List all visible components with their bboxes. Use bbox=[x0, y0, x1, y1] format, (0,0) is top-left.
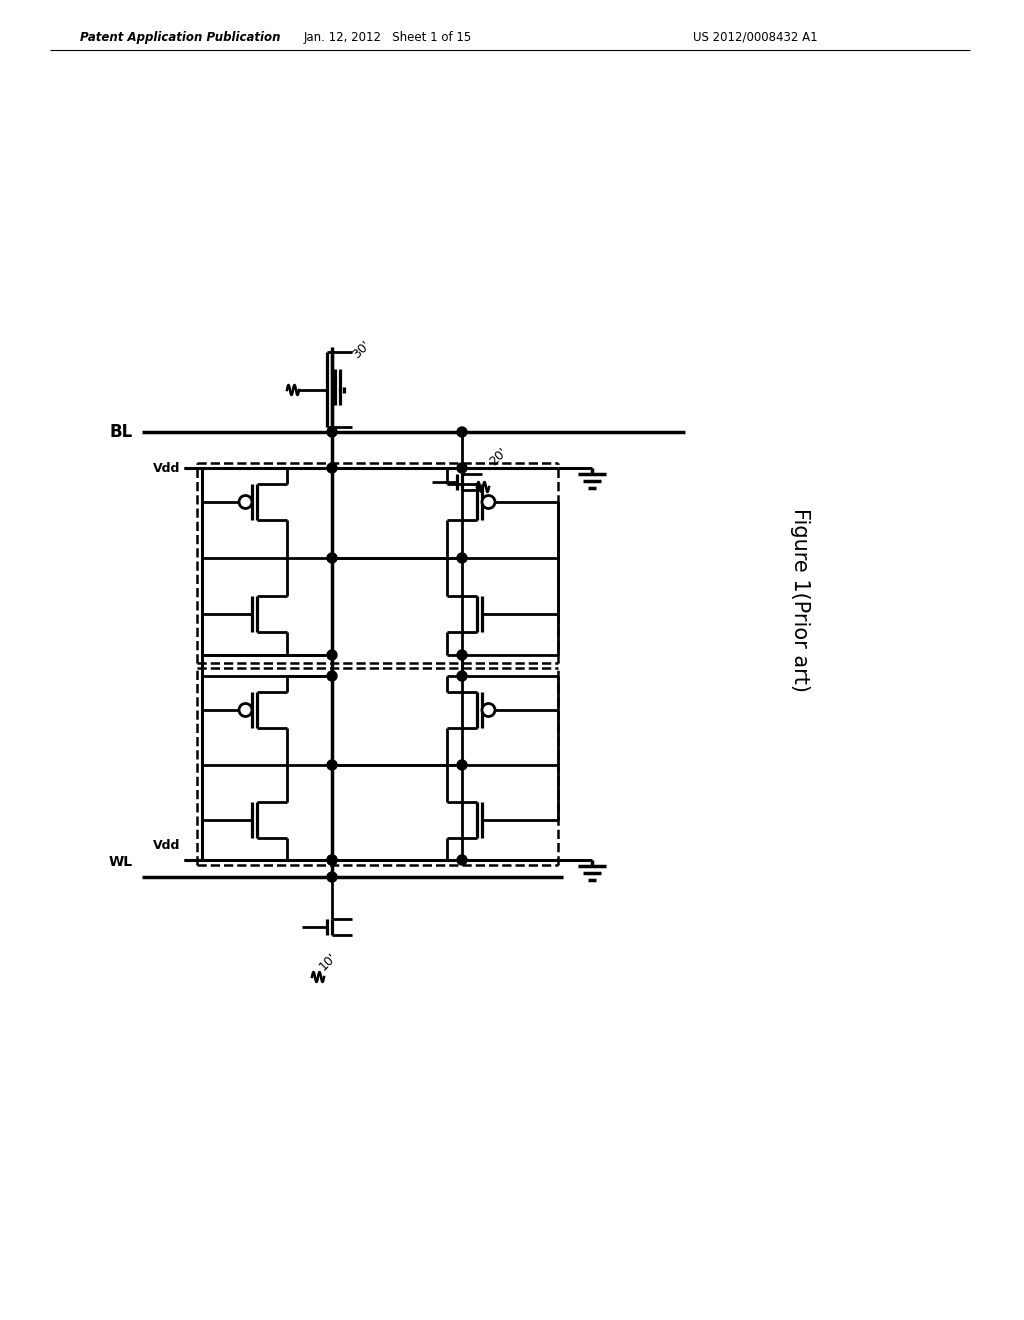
Circle shape bbox=[457, 649, 467, 660]
Text: US 2012/0008432 A1: US 2012/0008432 A1 bbox=[693, 30, 817, 44]
Circle shape bbox=[239, 704, 252, 717]
Text: Patent Application Publication: Patent Application Publication bbox=[80, 30, 281, 44]
Circle shape bbox=[327, 855, 337, 865]
Circle shape bbox=[482, 495, 495, 508]
Circle shape bbox=[482, 704, 495, 717]
Circle shape bbox=[457, 426, 467, 437]
Circle shape bbox=[457, 463, 467, 473]
Text: Figure 1(Prior art): Figure 1(Prior art) bbox=[790, 508, 810, 692]
Circle shape bbox=[327, 463, 337, 473]
Circle shape bbox=[327, 649, 337, 660]
Circle shape bbox=[327, 553, 337, 564]
Text: 10': 10' bbox=[317, 950, 340, 973]
Text: Vdd: Vdd bbox=[153, 462, 180, 474]
Text: BL: BL bbox=[110, 422, 133, 441]
Text: Vdd: Vdd bbox=[153, 840, 180, 851]
Circle shape bbox=[457, 553, 467, 564]
Text: 20': 20' bbox=[487, 446, 510, 469]
Circle shape bbox=[327, 671, 337, 681]
Text: 30': 30' bbox=[350, 338, 373, 362]
Circle shape bbox=[457, 855, 467, 865]
Circle shape bbox=[457, 760, 467, 770]
Circle shape bbox=[327, 873, 337, 882]
Text: WL: WL bbox=[109, 855, 133, 869]
Circle shape bbox=[327, 760, 337, 770]
Circle shape bbox=[327, 426, 337, 437]
Text: Jan. 12, 2012   Sheet 1 of 15: Jan. 12, 2012 Sheet 1 of 15 bbox=[304, 30, 472, 44]
Circle shape bbox=[239, 495, 252, 508]
Circle shape bbox=[327, 855, 337, 865]
Circle shape bbox=[457, 671, 467, 681]
